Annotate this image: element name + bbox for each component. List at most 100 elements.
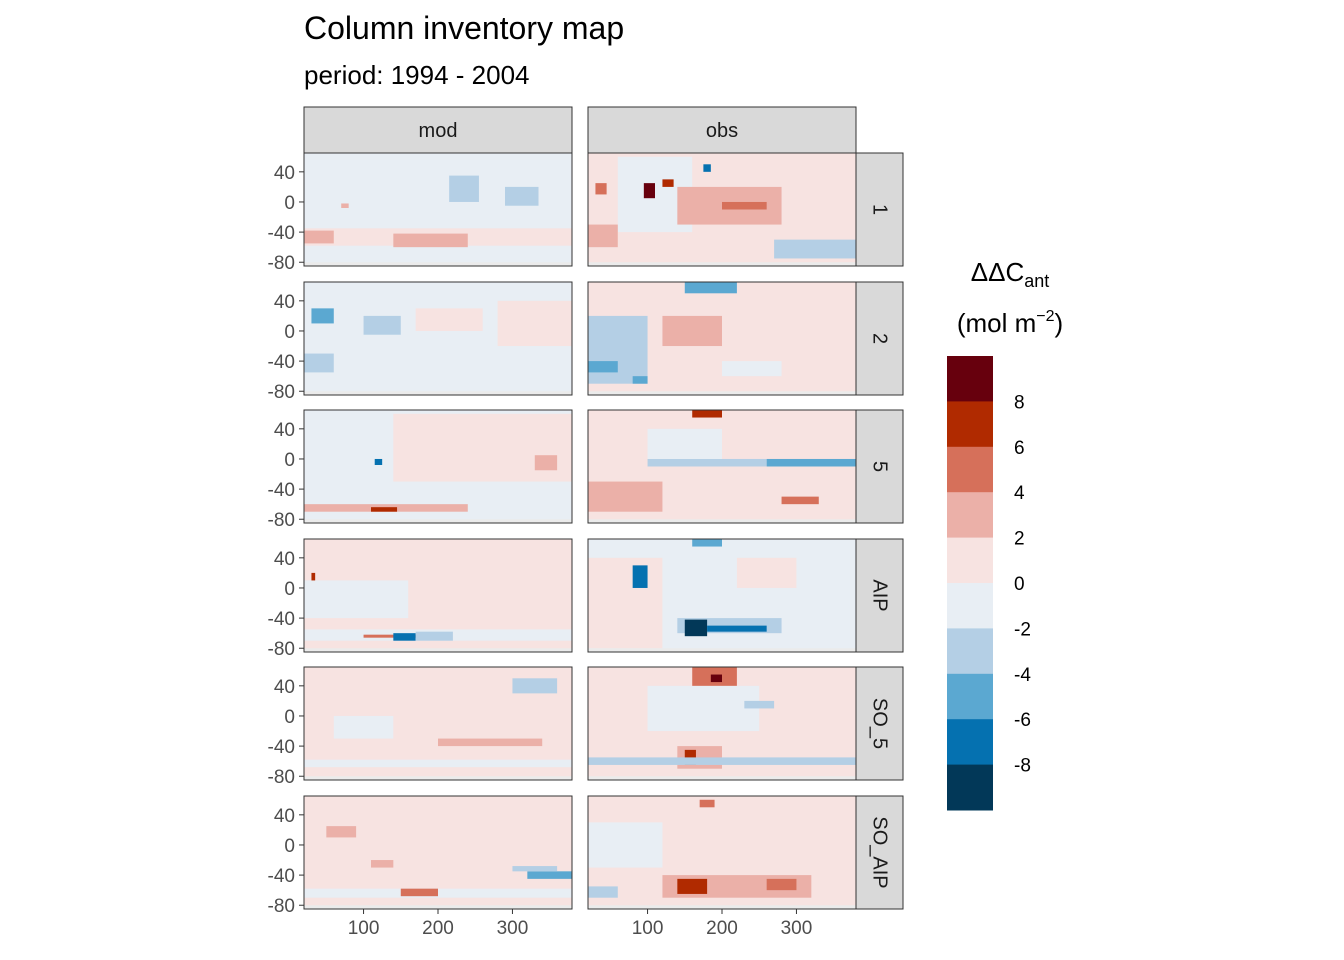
column-strip-label-obs: obs: [706, 120, 738, 142]
heatmap-cell: [588, 557, 663, 649]
y-tick-label: 40: [274, 549, 295, 570]
colorbar-bin: [947, 719, 993, 766]
colorbar-label: 8: [1014, 392, 1025, 413]
heatmap-cell: [736, 557, 797, 588]
heatmap-cell: [304, 230, 334, 244]
heatmap-cell: [304, 796, 572, 906]
heatmap-cell: [684, 749, 696, 765]
legend-title-line1: ΔΔCant: [971, 257, 1050, 291]
heatmap-cell: [438, 738, 543, 747]
heatmap-cell: [643, 183, 655, 199]
panel-border: [303, 152, 573, 267]
facet-panels: mod obs 1 40 0 -40 -80 2 40 0 -40 -80 5 40 0 -40 -80 AIP 4…: [268, 106, 904, 939]
y-tick-label: -40: [268, 737, 295, 758]
heatmap-cell: [744, 700, 775, 709]
y-tick-label: 0: [284, 836, 295, 857]
y-tick-label: 0: [284, 579, 295, 600]
heatmap-cell: [304, 580, 409, 619]
heatmap-cell: [311, 572, 316, 581]
row-strip-label-AIP: AIP: [869, 579, 891, 611]
heatmap-cell: [662, 315, 722, 347]
y-tick-label: 0: [284, 707, 295, 728]
heatmap-cell: [699, 799, 715, 808]
heatmap-cell: [662, 179, 674, 187]
y-tick-label: -40: [268, 223, 295, 244]
chart-subtitle: period: 1994 - 2004: [304, 60, 530, 90]
colorbar-label: -2: [1014, 619, 1031, 640]
y-tick-label: 40: [274, 163, 295, 184]
heatmap-cell: [588, 822, 663, 868]
heatmap-cell: [722, 361, 782, 377]
y-tick-label: -80: [268, 382, 295, 403]
panel-obs-SO_AIP: [588, 796, 856, 909]
colorbar-label: -6: [1014, 710, 1031, 731]
row-strip-5: [855, 409, 904, 524]
panel-mod-2: [304, 282, 572, 395]
heatmap-cell: [766, 285, 856, 362]
y-tick-label: -40: [268, 352, 295, 373]
heatmap-cell: [647, 428, 722, 459]
heatmap-cell: [707, 625, 767, 632]
heatmap-cell: [449, 175, 479, 202]
y-tick-label: -40: [268, 480, 295, 501]
colorbar-bin: [947, 356, 993, 402]
heatmap-cell: [371, 860, 394, 868]
heatmap-cell: [677, 746, 722, 769]
heatmap-cell: [632, 376, 648, 384]
legend-title-line2: (mol m−2): [957, 308, 1063, 338]
row-strip-label-2: 2: [869, 333, 891, 344]
heatmap-cell: [326, 826, 357, 838]
y-tick-label: -80: [268, 510, 295, 531]
heatmap-cell: [497, 300, 572, 347]
colorbar-legend: ΔΔCant (mol m−2) 8 6 4 2 0 -2 -4 -6 -8: [947, 257, 1063, 811]
heatmap-cell: [632, 565, 648, 588]
colorbar-bin: [947, 446, 993, 493]
heatmap-cell: [374, 458, 383, 465]
colorbar-label: 0: [1014, 574, 1025, 595]
heatmap-cell: [512, 866, 558, 872]
x-tick-label: 200: [422, 918, 454, 939]
y-tick-label: -80: [268, 767, 295, 788]
colorbar-label: -8: [1014, 756, 1031, 777]
colorbar-bin: [947, 537, 993, 584]
heatmap-cell: [684, 282, 737, 294]
row-strip-label-1: 1: [869, 204, 891, 215]
column-strip-label-mod: mod: [419, 120, 458, 142]
heatmap-cell: [692, 539, 722, 547]
y-tick-label: 0: [284, 193, 295, 214]
y-tick-label: -40: [268, 609, 295, 630]
heatmap-cell: [588, 224, 618, 248]
y-tick-label: 40: [274, 292, 295, 313]
y-tick-label: -80: [268, 639, 295, 660]
colorbar-bin: [947, 492, 993, 539]
heatmap-cell: [304, 353, 334, 373]
column-strip-obs: [587, 106, 857, 154]
colorbar-label: -4: [1014, 665, 1031, 686]
heatmap-cell: [647, 458, 767, 467]
heatmap-cell: [588, 886, 618, 898]
heatmap-cell: [766, 458, 856, 467]
heatmap-cell: [774, 239, 856, 259]
heatmap-cell: [311, 308, 334, 324]
heatmap-cell: [781, 496, 819, 505]
heatmap-cell: [722, 201, 767, 210]
panel-obs-2: [588, 282, 856, 395]
heatmap-cell: [534, 455, 558, 471]
heatmap-cell: [415, 308, 483, 331]
heatmap-cell: [304, 759, 572, 768]
heatmap-cell: [588, 361, 618, 373]
heatmap-cell: [512, 678, 558, 694]
x-tick-label: 100: [632, 918, 664, 939]
colorbar-bin: [947, 628, 993, 675]
panel-obs-1: [588, 153, 856, 266]
panel-mod-SO_AIP: [304, 796, 572, 909]
heatmap-cell: [505, 186, 539, 206]
x-tick-label: 300: [497, 918, 529, 939]
heatmap-cell: [527, 871, 572, 879]
heatmap-cell: [400, 888, 438, 897]
panel-mod-5: [304, 410, 572, 523]
heatmap-cell: [703, 164, 711, 172]
panel-mod-SO_5: [304, 667, 572, 780]
y-tick-label: 0: [284, 322, 295, 343]
